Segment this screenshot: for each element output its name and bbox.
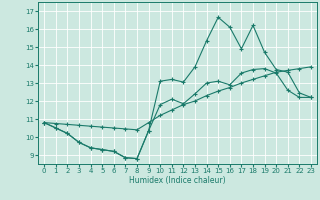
X-axis label: Humidex (Indice chaleur): Humidex (Indice chaleur) [129, 176, 226, 185]
